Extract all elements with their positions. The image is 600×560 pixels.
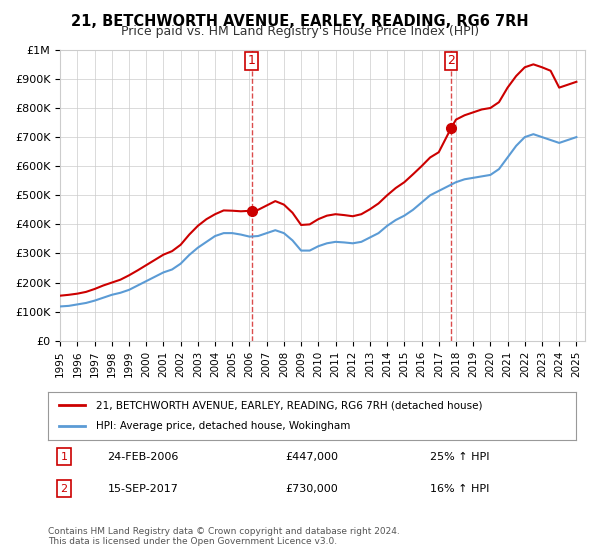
Text: Contains HM Land Registry data © Crown copyright and database right 2024.
This d: Contains HM Land Registry data © Crown c… — [48, 526, 400, 546]
Text: 2: 2 — [60, 484, 67, 494]
Text: Price paid vs. HM Land Registry's House Price Index (HPI): Price paid vs. HM Land Registry's House … — [121, 25, 479, 38]
Text: HPI: Average price, detached house, Wokingham: HPI: Average price, detached house, Woki… — [95, 421, 350, 431]
Text: 1: 1 — [248, 54, 256, 67]
Text: 25% ↑ HPI: 25% ↑ HPI — [430, 451, 490, 461]
Text: 15-SEP-2017: 15-SEP-2017 — [107, 484, 178, 494]
Text: 16% ↑ HPI: 16% ↑ HPI — [430, 484, 490, 494]
Text: £730,000: £730,000 — [286, 484, 338, 494]
Text: 24-FEB-2006: 24-FEB-2006 — [107, 451, 179, 461]
Text: 1: 1 — [61, 451, 67, 461]
Text: 2: 2 — [447, 54, 455, 67]
Text: 21, BETCHWORTH AVENUE, EARLEY, READING, RG6 7RH (detached house): 21, BETCHWORTH AVENUE, EARLEY, READING, … — [95, 400, 482, 410]
Text: 21, BETCHWORTH AVENUE, EARLEY, READING, RG6 7RH: 21, BETCHWORTH AVENUE, EARLEY, READING, … — [71, 14, 529, 29]
Text: £447,000: £447,000 — [286, 451, 338, 461]
